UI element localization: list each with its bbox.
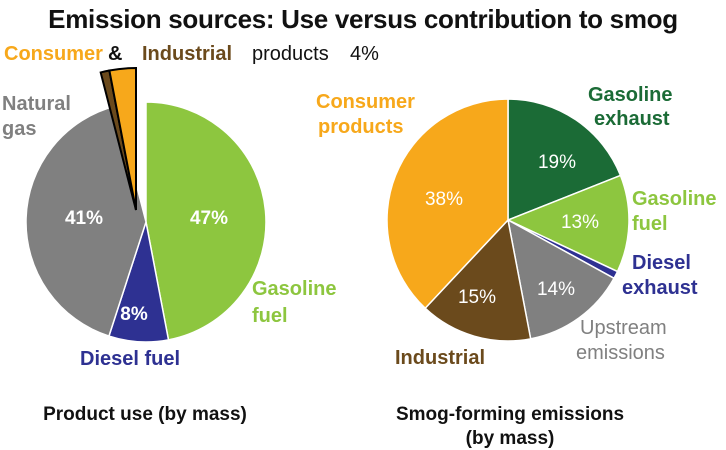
label-gasoline-exhaust-line1: Gasoline [588, 84, 672, 106]
subtitle-smog-line2: (by mass) [466, 428, 555, 449]
label-diesel-fuel: Diesel fuel [80, 348, 180, 370]
label-diesel-exhaust-line2: exhaust [622, 277, 698, 299]
callout-ampersand: & [108, 43, 122, 65]
callout-value: 4% [350, 43, 379, 65]
value-label-smog-consumer-products: 38% [425, 189, 463, 210]
label-smog-gasoline-fuel-line2: fuel [632, 213, 668, 235]
label-gasoline-fuel-line1: Gasoline [252, 278, 336, 300]
slice-gasoline-fuel [145, 101, 267, 341]
slice-smog-upstream-emissions [506, 218, 616, 340]
value-label-smog-gasoline-fuel: 13% [561, 212, 599, 233]
chart-title: Emission sources: Use versus contributio… [48, 4, 678, 34]
label-diesel-exhaust-line1: Diesel [632, 252, 691, 274]
label-consumer-line1: Consumer [316, 91, 415, 113]
label-gasoline-fuel-line2: fuel [252, 305, 288, 327]
label-industrial: Industrial [395, 347, 485, 369]
label-natural-gas-line1: Natural [2, 93, 71, 115]
label-upstream-line2: emissions [576, 342, 665, 364]
value-label-smog-industrial: 15% [458, 287, 496, 308]
slice-smog-consumer-products [386, 98, 509, 310]
callout-industrial: Industrial [142, 43, 232, 65]
subtitle-smog-line1: Smog-forming emissions [396, 404, 624, 425]
label-upstream-line1: Upstream [580, 317, 667, 339]
slice-smog-industrial [424, 218, 532, 342]
slice-smog-gasoline-fuel [506, 174, 630, 273]
value-label-diesel-fuel: 8% [120, 304, 148, 325]
slice-natural-gas [25, 104, 147, 338]
subtitle-product-use: Product use (by mass) [43, 404, 247, 425]
label-smog-gasoline-fuel-line1: Gasoline [632, 188, 716, 210]
value-label-gasoline-fuel: 47% [190, 208, 228, 229]
label-consumer-line2: products [318, 116, 404, 138]
value-label-natural-gas: 41% [65, 208, 103, 229]
slice-smog-gasoline-exhaust [507, 98, 622, 222]
value-label-smog-gasoline-exhaust: 19% [538, 152, 576, 173]
callout-products: products [252, 43, 329, 65]
label-gasoline-exhaust-line2: exhaust [594, 108, 670, 130]
label-natural-gas-line2: gas [2, 118, 36, 140]
callout-consumer: Consumer [4, 43, 103, 65]
slice-consumer-products [108, 66, 137, 211]
value-label-smog-upstream-emissions: 14% [537, 279, 575, 300]
